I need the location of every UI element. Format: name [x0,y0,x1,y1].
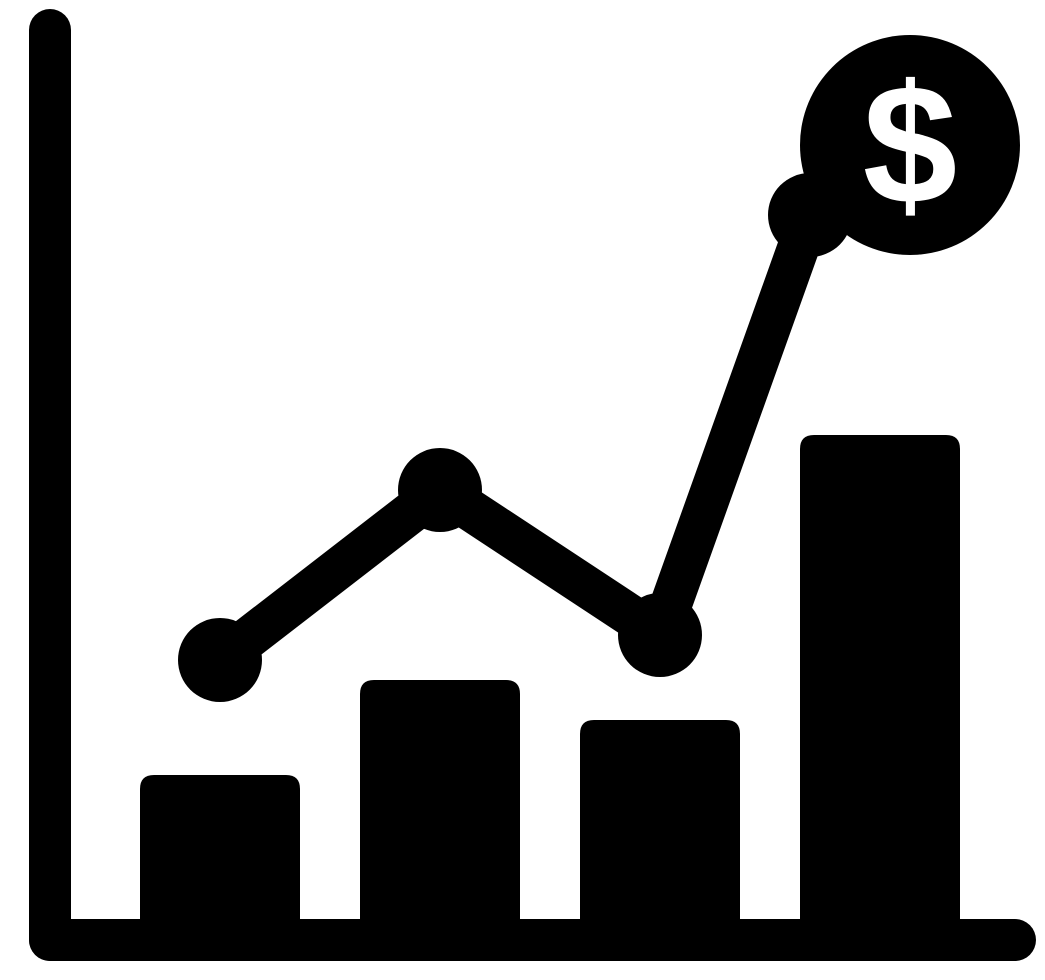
trend-marker-3 [618,593,702,677]
financial-growth-chart-icon: $ [0,0,1045,980]
dollar-symbol: $ [863,50,958,240]
bar-2 [360,680,520,940]
dollar-badge-icon: $ [800,35,1020,255]
bar-4 [800,435,960,940]
trend-marker-1 [178,618,262,702]
bar-3 [580,720,740,940]
bar-1 [140,775,300,940]
trend-marker-2 [398,448,482,532]
